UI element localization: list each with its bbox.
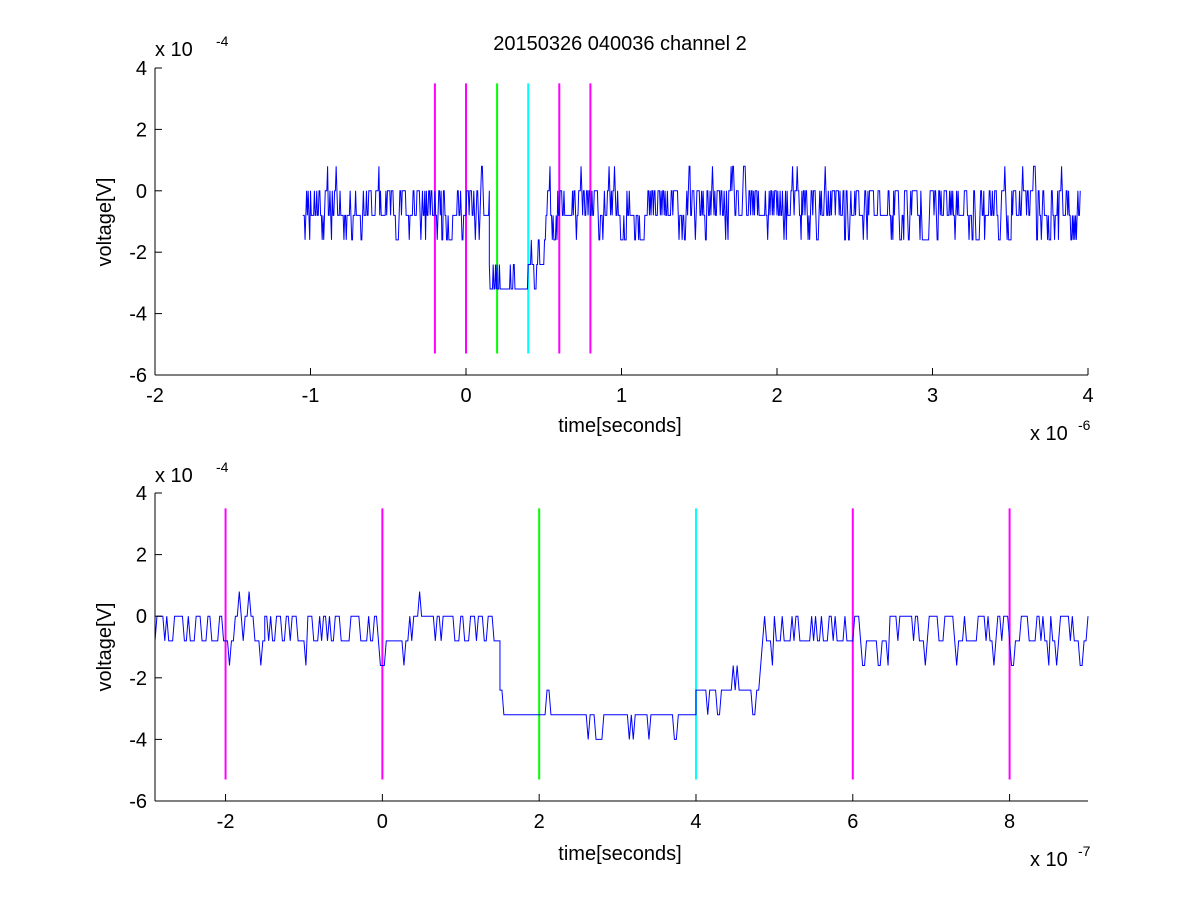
top-signal-line — [302, 165, 1081, 290]
top-y-tick-label: 0 — [136, 181, 147, 203]
top-x-tick-label: 4 — [1082, 385, 1093, 407]
top-y-tick-label: -4 — [129, 304, 147, 326]
top-y-axis-label: voltage[V] — [94, 178, 116, 267]
top-x-tick-label: -1 — [302, 385, 320, 407]
top-y-exponent-power: -4 — [216, 33, 229, 49]
bottom-y-axis-label: voltage[V] — [94, 603, 116, 692]
top-y-tick-label: -2 — [129, 242, 147, 264]
bottom-x-tick-label: 2 — [534, 811, 545, 833]
top-x-tick-label: 1 — [616, 385, 627, 407]
bottom-x-tick-label: -2 — [217, 811, 235, 833]
top-plot-background — [155, 68, 1088, 375]
bottom-signal-line — [154, 591, 1089, 740]
top-y-tick-label: 2 — [136, 119, 147, 141]
top-y-ticks: -6 -4 -2 0 2 4 — [129, 58, 162, 387]
bottom-x-tick-label: 0 — [377, 811, 388, 833]
bottom-y-ticks: -6 -4 -2 0 2 4 — [129, 483, 162, 813]
bottom-y-tick-label: 2 — [136, 545, 147, 567]
top-x-tick-label: 3 — [927, 385, 938, 407]
bottom-y-tick-label: 0 — [136, 606, 147, 628]
bottom-axes — [154, 493, 1088, 802]
top-x-tick-label: 2 — [771, 385, 782, 407]
top-y-tick-label: 4 — [136, 58, 147, 80]
top-x-tick-label: -2 — [146, 385, 164, 407]
bottom-y-exponent-base: x 10 — [155, 465, 193, 487]
top-y-exponent-base: x 10 — [155, 39, 193, 61]
top-x-tick-label: 0 — [460, 385, 471, 407]
bottom-y-tick-label: 4 — [136, 483, 147, 505]
top-vline-group — [433, 83, 592, 354]
bottom-subplot: -2 0 2 4 6 8 -6 -4 -2 0 2 4 time[seconds] voltage[… — [94, 459, 1091, 871]
bottom-plot-background — [155, 493, 1088, 801]
bottom-x-ticks: -2 0 2 4 6 8 — [217, 794, 1015, 833]
bottom-y-exponent-power: -4 — [216, 459, 229, 475]
top-x-axis-label: time[seconds] — [558, 415, 681, 437]
bottom-x-tick-label: 4 — [690, 811, 701, 833]
bottom-x-axis-label: time[seconds] — [558, 843, 681, 865]
bottom-y-tick-label: -2 — [129, 668, 147, 690]
bottom-y-tick-label: -4 — [129, 729, 147, 751]
top-y-tick-label: -6 — [129, 365, 147, 387]
figure-title: 20150326 040036 channel 2 — [493, 33, 747, 55]
bottom-x-exponent-power: -7 — [1078, 843, 1091, 859]
bottom-y-tick-label: -6 — [129, 791, 147, 813]
bottom-vline-group — [224, 508, 1011, 780]
top-x-exponent-power: -6 — [1078, 417, 1091, 433]
bottom-x-exponent-base: x 10 — [1030, 849, 1068, 871]
bottom-x-tick-label: 6 — [847, 811, 858, 833]
top-x-ticks: -2 -1 0 1 2 3 4 — [146, 368, 1094, 407]
bottom-x-tick-label: 8 — [1004, 811, 1015, 833]
top-subplot: -2 -1 0 1 2 3 4 -6 -4 -2 0 2 4 time[seconds] voltag… — [94, 33, 1094, 445]
top-x-exponent-base: x 10 — [1030, 423, 1068, 445]
